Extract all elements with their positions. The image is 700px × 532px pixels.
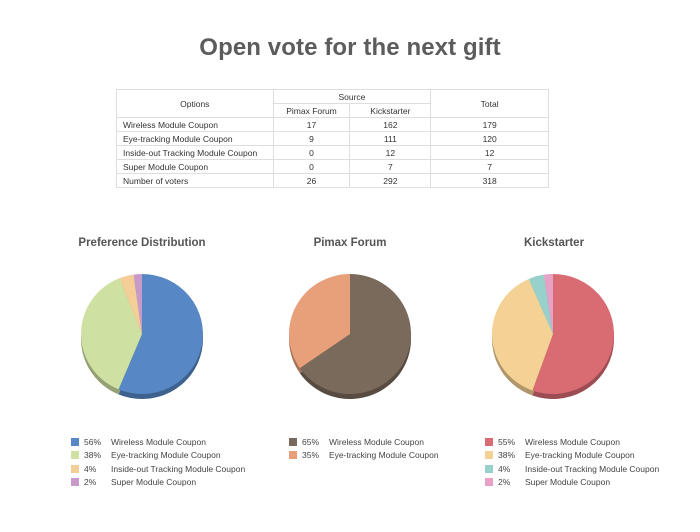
page-title: Open vote for the next gift <box>199 34 501 61</box>
options-header: Options <box>116 89 274 118</box>
legend-percent: 56% <box>84 436 102 447</box>
legend-percent: 4% <box>84 463 97 474</box>
table-row: Eye-tracking Module Coupon 9 111 120 <box>116 131 549 146</box>
forum-chart-title: Pimax Forum <box>313 237 387 249</box>
preference-pie-slice-3 <box>133 273 142 334</box>
kickstarter-legend: 55% Wireless Module Coupon 38% Eye-tracking… <box>485 435 659 489</box>
legend-label: Super Module Coupon <box>525 477 611 488</box>
legend-label: Super Module Coupon <box>111 477 197 488</box>
legend-label: Wireless Module Coupon <box>329 436 424 447</box>
forum-pie-slice-1 <box>289 274 350 369</box>
legend-percent: 4% <box>498 463 511 474</box>
legend-entry: 38% Eye-tracking Module Coupon <box>485 449 659 463</box>
preference-pie-slice-0 <box>118 274 203 394</box>
legend-entry: 2% Super Module Coupon <box>71 476 245 490</box>
legend-swatch <box>289 451 297 460</box>
table-row: Number of voters 26 292 318 <box>116 173 549 188</box>
preference-pie-slice-1 <box>80 278 142 390</box>
legend-percent: 2% <box>498 477 511 488</box>
legend-entry: 4% Inside-out Tracking Module Coupon <box>485 462 659 476</box>
legend-label: Wireless Module Coupon <box>525 436 620 447</box>
legend-entry: 35% Eye-tracking Module Coupon <box>289 449 439 463</box>
legend-percent: 38% <box>84 450 102 461</box>
forum-legend: 65% Wireless Module Coupon 35% Eye-tracking… <box>289 435 439 462</box>
legend-label: Inside-out Tracking Module Coupon <box>111 463 246 474</box>
option-cell: Number of voters <box>116 173 274 188</box>
legend-swatch <box>485 451 493 460</box>
table-row: Inside-out Tracking Module Coupon 0 12 1… <box>116 145 549 160</box>
legend-label: Eye-tracking Module Coupon <box>525 450 635 461</box>
preference-chart-title: Preference Distribution <box>78 237 206 249</box>
legend-swatch <box>485 478 493 487</box>
legend-swatch <box>71 478 79 487</box>
kickstarter-pie-slice-1 <box>491 278 553 391</box>
table-row: Super Module Coupon 0 7 7 <box>116 159 549 174</box>
total-cell: 318 <box>430 173 549 188</box>
kickstarter-pie-slice-3 <box>543 274 553 334</box>
kickstarter-chart-title: Kickstarter <box>523 237 585 249</box>
legend-label: Eye-tracking Module Coupon <box>111 450 221 461</box>
legend-label: Eye-tracking Module Coupon <box>329 450 439 461</box>
forum-pie-slice-0 <box>299 274 412 394</box>
total-header: Total <box>430 89 549 118</box>
legend-entry: 2% Super Module Coupon <box>485 476 659 490</box>
legend-swatch <box>71 437 79 446</box>
legend-swatch <box>485 464 493 473</box>
kickstarter-pie-slice-2 <box>528 274 553 334</box>
legend-entry: 55% Wireless Module Coupon <box>485 435 659 449</box>
legend-swatch <box>71 464 79 473</box>
legend-percent: 38% <box>498 450 516 461</box>
preference-legend: 56% Wireless Module Coupon 38% Eye-tracking… <box>71 435 245 489</box>
legend-label: Wireless Module Coupon <box>111 436 206 447</box>
legend-percent: 65% <box>302 436 320 447</box>
legend-entry: 65% Wireless Module Coupon <box>289 435 439 449</box>
legend-entry: 38% Eye-tracking Module Coupon <box>71 449 245 463</box>
legend-entry: 4% Inside-out Tracking Module Coupon <box>71 462 245 476</box>
legend-entry: 56% Wireless Module Coupon <box>71 435 245 449</box>
legend-label: Inside-out Tracking Module Coupon <box>525 463 660 474</box>
legend-swatch <box>289 437 297 446</box>
kickstarter-pie-slice-0 <box>532 274 614 394</box>
legend-swatch <box>71 451 79 460</box>
legend-swatch <box>485 437 493 446</box>
legend-percent: 55% <box>498 436 516 447</box>
table-header-row: Options Source Total <box>116 89 549 118</box>
legend-percent: 2% <box>84 477 97 488</box>
kick-cell: 292 <box>349 173 432 188</box>
legend-percent: 35% <box>302 450 320 461</box>
votes-table: Options Source Total Pimax Forum Kicksta… <box>116 89 549 188</box>
preference-pie-slice-2 <box>119 274 142 334</box>
